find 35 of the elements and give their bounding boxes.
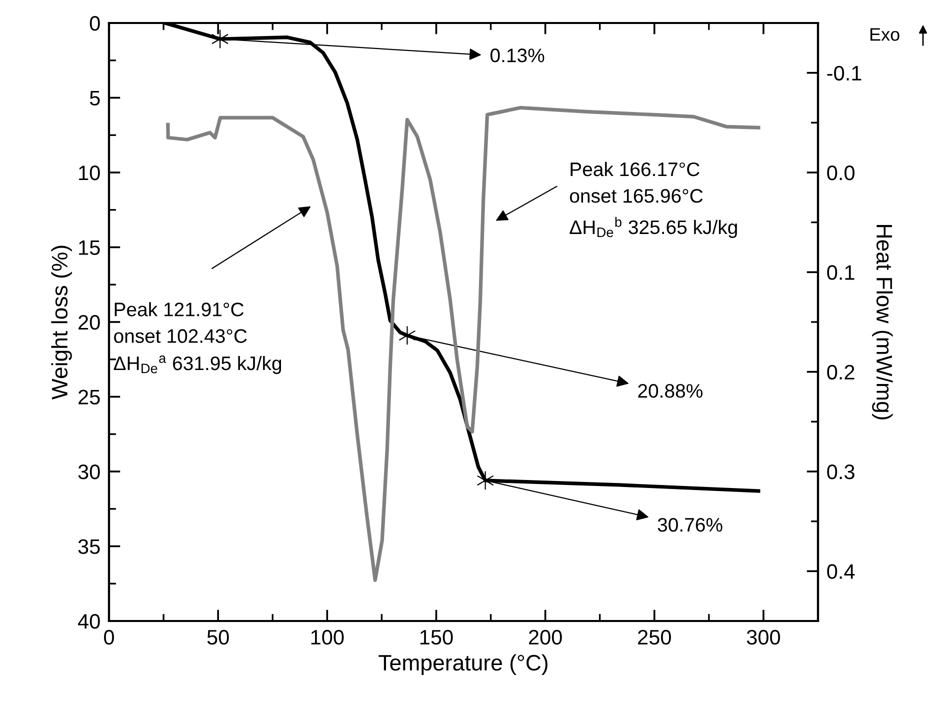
x-tick-label: 150 bbox=[420, 630, 453, 645]
x-tick-label: 200 bbox=[528, 630, 562, 645]
line-series bbox=[166, 106, 760, 582]
y-tick-label: 25 bbox=[78, 390, 100, 405]
y-tick-label: 5 bbox=[90, 90, 100, 106]
y2-axis-title: Heat Flow (mW/mg) bbox=[872, 225, 893, 420]
y-tick-label: 40 bbox=[78, 614, 100, 629]
text: Exo bbox=[870, 28, 900, 41]
y-tick-label: 20 bbox=[78, 315, 100, 330]
x-tick-label: 0 bbox=[104, 630, 114, 645]
y-tick-label: 10 bbox=[79, 166, 100, 180]
annotation: 30.76% bbox=[658, 518, 722, 532]
y2-tick-label: 0.2 bbox=[827, 364, 854, 380]
point bbox=[477, 471, 494, 490]
x-tick-label: 50 bbox=[207, 630, 229, 645]
y-axis-title: Weight loss (%) bbox=[51, 246, 72, 400]
point bbox=[212, 30, 228, 48]
annotation: 0.13% bbox=[490, 48, 544, 62]
y2-tick-label: 0.4 bbox=[827, 564, 855, 579]
y-tick-label: 15 bbox=[79, 240, 100, 256]
y-tick-label: 30 bbox=[78, 464, 100, 480]
y2-tick-label: 0.1 bbox=[827, 265, 854, 280]
x-tick-label: 250 bbox=[638, 630, 671, 645]
x-axis-title: Temperature (°C) bbox=[378, 654, 548, 676]
annotation: 20.88% bbox=[638, 384, 702, 398]
y2-tick-label: 0.3 bbox=[827, 464, 854, 480]
annotation: Peak 166.17°C onset 165.96°C ΔH$_{De}$$^{b}$ 325.65 kJ/kg bbox=[570, 162, 737, 238]
x-tick-label: 300 bbox=[746, 630, 780, 645]
y-tick-label: 35 bbox=[78, 539, 100, 554]
x-tick-label: 100 bbox=[311, 630, 344, 645]
y2-tick-label: 0.0 bbox=[827, 166, 854, 180]
annotation: Peak 121.91°C onset 102.43°C ΔH$_{De}$$^{a}$ 631.95 kJ/kg bbox=[114, 302, 282, 374]
point bbox=[399, 326, 416, 345]
y-tick-label: 0 bbox=[90, 16, 100, 31]
y2-tick-label: -0.1 bbox=[827, 66, 862, 81]
